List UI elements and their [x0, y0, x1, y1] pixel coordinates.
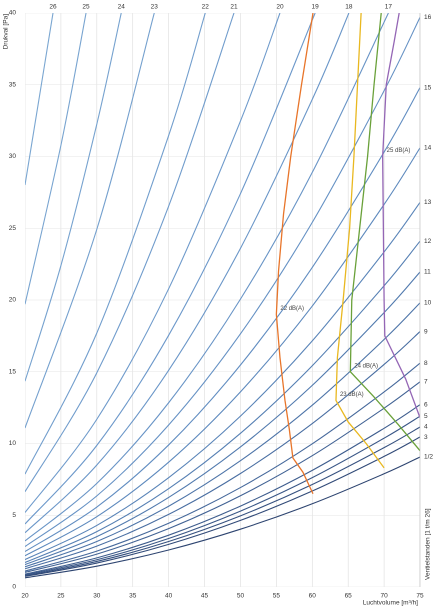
y-tick-label: 40 [9, 10, 17, 17]
x-tick-label: 70 [380, 593, 388, 600]
valve-label: 19 [312, 4, 320, 11]
valve-curve [25, 87, 420, 553]
noise-label: 24 dB(A) [354, 363, 378, 369]
valve-curve [25, 415, 420, 576]
valve-curve [25, 331, 420, 570]
x-tick-label: 30 [93, 593, 101, 600]
valve-curve [25, 13, 87, 305]
x-tick-label: 75 [416, 593, 424, 600]
x-tick-label: 40 [165, 593, 173, 600]
noise-curve [275, 13, 314, 495]
y-tick-label: 35 [9, 81, 17, 88]
valve-curve [25, 271, 420, 566]
valve-label: 17 [385, 4, 393, 11]
x-tick-label: 60 [309, 593, 317, 600]
y-tick-label: 0 [12, 584, 16, 591]
valve-curve [25, 17, 420, 547]
y-tick-label: 30 [9, 153, 17, 160]
x-tick-label: 55 [273, 593, 281, 600]
noise-curve [382, 13, 420, 418]
valve-label: 10 [424, 300, 432, 307]
valve-curve [25, 13, 206, 475]
x-axis-title: Luchtvolume [m³/h] [363, 600, 418, 607]
valve-label: 12 [424, 238, 432, 245]
noise-label: 25 dB(A) [387, 148, 411, 154]
x-tick-label: 35 [129, 593, 137, 600]
valve-curve [25, 13, 54, 186]
valve-curve [25, 13, 235, 493]
valve-label: 14 [424, 145, 432, 152]
valve-curve [25, 13, 389, 542]
valve-curve [25, 426, 420, 577]
noise-label: 23 dB(A) [340, 392, 364, 398]
noise-curve [349, 13, 420, 452]
valve-label: 16 [424, 14, 432, 21]
valve-curve [25, 13, 281, 513]
y-tick-label: 20 [9, 297, 17, 304]
y-axis-title: Drukval [Pa] [3, 14, 10, 50]
valve-label: 3 [424, 434, 428, 441]
valve-label: 20 [276, 4, 284, 11]
valve-label: 6 [424, 401, 428, 408]
y-tick-label: 10 [9, 440, 17, 447]
y-tick-label: 15 [9, 368, 17, 375]
valve-label: 5 [424, 413, 428, 420]
valve-curve [25, 202, 420, 561]
valve-label: 23 [151, 4, 159, 11]
valve-label: 13 [424, 199, 432, 206]
valve-label: 9 [424, 328, 428, 335]
x-tick-label: 65 [345, 593, 353, 600]
valve-curve [25, 13, 350, 534]
right-axis-title: Ventielstanden [1 t/m 26] [425, 508, 432, 580]
valve-curve [25, 240, 420, 563]
x-tick-label: 25 [57, 593, 65, 600]
valve-curve [25, 404, 420, 575]
y-tick-label: 25 [9, 225, 17, 232]
valve-curve [25, 147, 420, 557]
plot-area [25, 13, 420, 587]
x-tick-label: 45 [201, 593, 209, 600]
valve-label: 7 [424, 379, 428, 386]
valve-label: 18 [345, 4, 353, 11]
valve-label: 22 [202, 4, 210, 11]
valve-curve [25, 302, 420, 568]
valve-label: 24 [118, 4, 126, 11]
valve-label: 1/2 [424, 454, 433, 461]
valve-curve [25, 456, 420, 579]
valve-curve [25, 381, 420, 573]
x-tick-label: 50 [237, 593, 245, 600]
noise-label: 22 dB(A) [280, 306, 304, 312]
valve-label: 11 [424, 269, 431, 276]
valve-label: 21 [230, 4, 238, 11]
x-tick-label: 20 [21, 593, 29, 600]
valve-label: 4 [424, 424, 428, 431]
noise-curve [335, 13, 385, 469]
valve-label: 8 [424, 360, 428, 367]
y-tick-label: 5 [12, 512, 16, 519]
valve-label: 25 [82, 4, 90, 11]
valve-curve [25, 436, 420, 577]
valve-curve [25, 13, 316, 525]
valve-curve [25, 362, 420, 572]
valve-label: 26 [49, 4, 57, 11]
valve-label: 15 [424, 84, 432, 91]
valve-curve [25, 13, 155, 429]
valve-curve [25, 13, 122, 382]
